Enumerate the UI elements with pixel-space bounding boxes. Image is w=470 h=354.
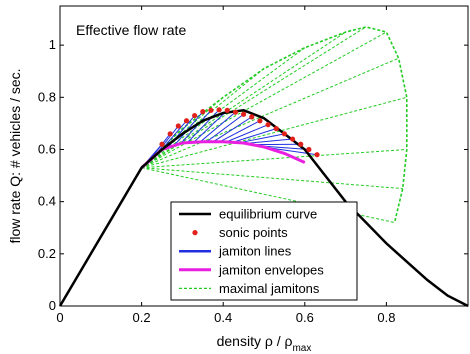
y-tick-label: 0.6	[38, 141, 56, 156]
sonic-point	[175, 123, 181, 129]
maximal-jamiton-chord	[141, 148, 407, 169]
jamiton-line	[206, 113, 244, 143]
sonic-point	[241, 111, 247, 117]
x-tick-label: 0	[56, 310, 63, 325]
legend-label: sonic points	[219, 225, 288, 240]
legend-item: maximal jamitons	[179, 281, 320, 296]
sonic-point	[306, 146, 312, 153]
y-tick-label: 0.4	[38, 194, 56, 209]
jamiton-line	[160, 120, 187, 151]
y-tick-label: 0	[49, 298, 56, 313]
jamiton-line	[213, 116, 253, 143]
x-tick-label: 0.4	[214, 310, 232, 325]
jamiton-line	[239, 133, 285, 144]
x-axis-label-main: density ρ / ρ	[217, 333, 293, 349]
sonic-point	[281, 131, 287, 137]
sonic-point	[192, 112, 198, 119]
y-tick-label: 0.8	[38, 89, 56, 104]
sonic-point	[216, 107, 222, 113]
sonic-point	[159, 141, 165, 147]
jamiton-line	[246, 138, 293, 144]
sonic-point	[208, 107, 214, 113]
jamiton-line	[232, 128, 277, 143]
sonic-point	[167, 131, 173, 137]
sonic-point	[265, 122, 271, 128]
jamiton-line	[200, 111, 236, 143]
y-tick-label: 0.2	[38, 246, 56, 261]
legend-item: equilibrium curve	[179, 207, 317, 222]
sonic-point	[273, 126, 279, 132]
x-axis-label: density ρ / ρmax	[217, 333, 312, 354]
maximal-jamiton-chord	[141, 31, 387, 169]
jamiton-line	[193, 109, 228, 143]
jamiton-line	[226, 124, 269, 143]
legend-label: equilibrium curve	[219, 207, 317, 222]
sonic-point	[183, 118, 190, 124]
jamiton-line	[180, 110, 212, 144]
maximal-jamiton-chord	[141, 167, 403, 190]
x-tick-label: 0.2	[133, 310, 151, 325]
legend-swatch	[192, 230, 198, 236]
chart-title: Effective flow rate	[76, 22, 186, 38]
x-tick-label: 0.8	[377, 310, 395, 325]
legend-label: jamiton lines	[218, 244, 292, 259]
jamiton-line	[219, 120, 261, 143]
sonic-point	[249, 114, 255, 120]
equilibrium-curve	[58, 109, 469, 308]
sonic-point	[257, 118, 263, 124]
axes-frame	[59, 5, 469, 307]
legend-label: jamiton envelopes	[218, 262, 324, 277]
sonic-point	[289, 136, 296, 142]
x-axis-label-subscript: max	[292, 343, 311, 354]
x-tick-label: 0.6	[296, 310, 314, 325]
maximal-jamiton-chord	[141, 57, 399, 169]
legend: equilibrium curve sonic points jamiton lin…	[170, 201, 358, 301]
legend-item: jamiton envelopes	[179, 262, 324, 277]
series-layer	[58, 107, 469, 308]
legend-item: jamiton lines	[179, 244, 292, 259]
maximal-jamiton-chord	[141, 26, 367, 169]
sonic-point	[314, 152, 320, 158]
y-tick-label: 1	[49, 37, 56, 52]
legend-label: maximal jamitons	[219, 281, 320, 296]
maximal-jamiton-chord	[141, 47, 306, 169]
sonic-point	[224, 107, 230, 113]
axes-layer: 0 0.2 0.4 0.6 0.8 0 0.2 0.4 0.6 0.8 1	[38, 5, 469, 325]
maximal-jamiton-chord	[141, 96, 407, 169]
legend-item: sonic points	[192, 225, 288, 240]
jamiton-envelope-curve	[140, 140, 306, 169]
y-axis-label: flow rate Q: # vehicles / sec.	[7, 68, 23, 243]
sonic-point	[200, 109, 206, 115]
sonic-point	[232, 109, 239, 115]
maximal-jamiton-outline	[141, 26, 408, 223]
sonic-point	[298, 141, 304, 147]
